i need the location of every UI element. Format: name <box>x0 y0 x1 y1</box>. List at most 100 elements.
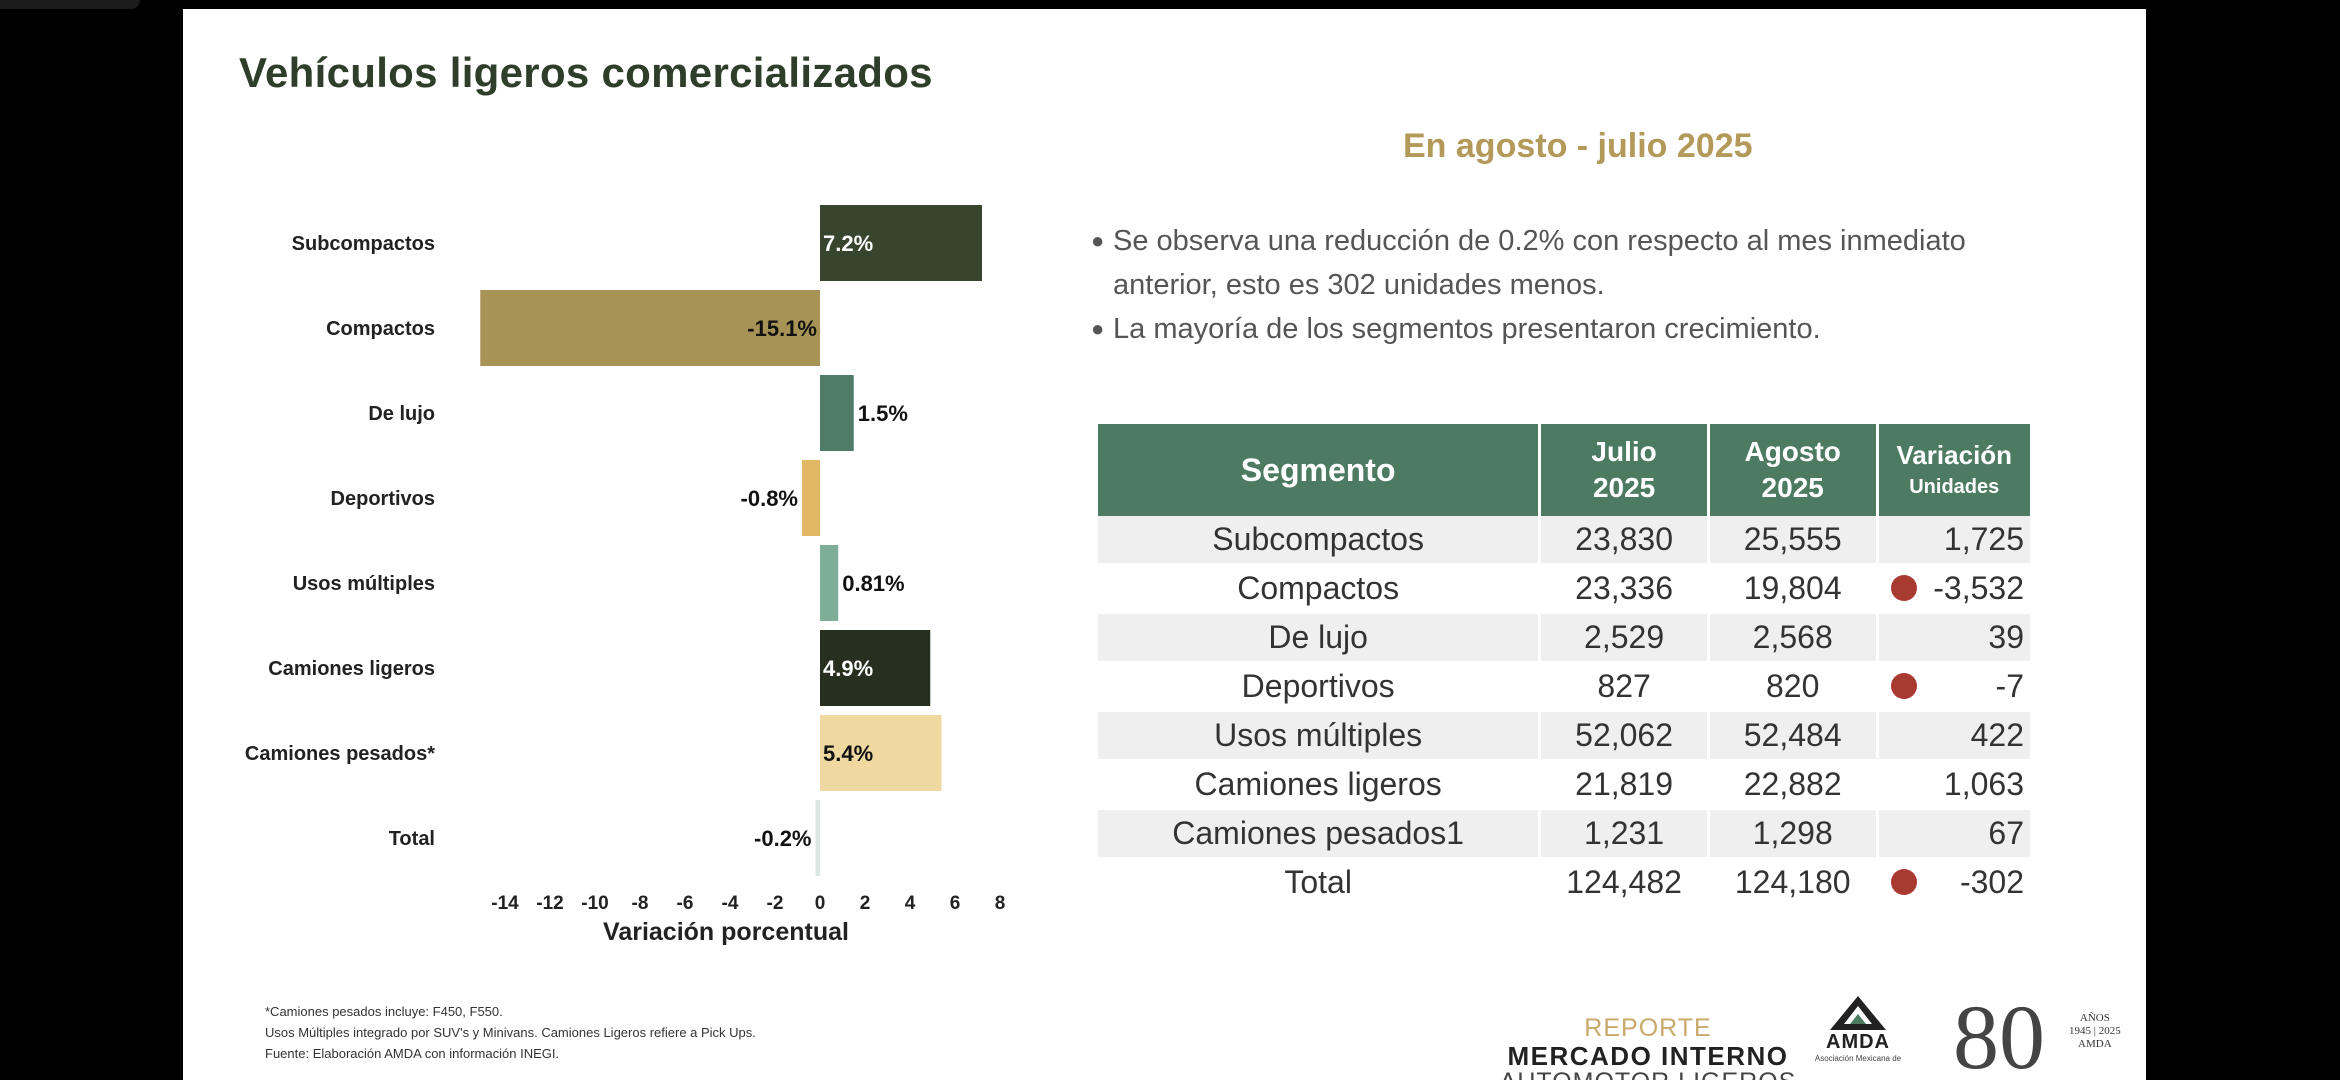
bullet-item: ● La mayoría de los segmentos presentaro… <box>1089 307 1989 351</box>
cell-segment: Usos múltiples <box>1098 712 1539 761</box>
table-row: Deportivos 827 820 -7 <box>1098 663 2030 712</box>
cell-segment: De lujo <box>1098 614 1539 663</box>
category-label: Deportivos <box>331 488 435 510</box>
cell-variation-text: 39 <box>1988 619 2024 655</box>
cell-july: 2,529 <box>1541 614 1707 663</box>
cell-july: 23,830 <box>1541 516 1707 565</box>
cell-variation-text: -7 <box>1995 668 2024 704</box>
header-august-line2: 2025 <box>1761 472 1824 503</box>
cell-august-text: 1,298 <box>1752 815 1833 851</box>
anniversary-number: 80 <box>1953 986 2045 1080</box>
anniversary-years: 1945 | 2025 <box>2069 1025 2121 1037</box>
cell-july-text: 52,062 <box>1575 717 1674 753</box>
table-row: Usos múltiples 52,062 52,484 422 <box>1098 712 2030 761</box>
cell-segment: Subcompactos <box>1098 516 1539 565</box>
negative-indicator-icon <box>1890 673 1917 699</box>
table-row: Compactos 23,336 19,804 -3,532 <box>1098 565 2030 614</box>
amda-text: AMDA <box>1826 1031 1890 1053</box>
category-label: Usos múltiples <box>293 573 435 595</box>
x-tick-label: -8 <box>632 893 649 914</box>
cell-august: 22,882 <box>1709 761 1876 810</box>
segment-table: Segmento Julio 2025 Agosto 2025 Variació… <box>1095 424 2033 908</box>
footnotes: *Camiones pesados incluye: F450, F550. U… <box>265 1001 756 1064</box>
footnote-line: Fuente: Elaboración AMDA con información… <box>265 1046 560 1061</box>
table-row: De lujo 2,529 2,568 39 <box>1098 614 2030 663</box>
cell-july-text: 124,482 <box>1566 864 1682 900</box>
table-row: Camiones ligeros 21,819 22,882 1,063 <box>1098 761 2030 810</box>
cell-july-text: 21,819 <box>1575 766 1674 802</box>
chart-bar <box>820 715 942 791</box>
cell-variation: -3,532 <box>1878 565 2030 614</box>
category-label: De lujo <box>368 403 435 425</box>
bullet-dot-icon: ● <box>1091 316 1105 341</box>
chart-bar <box>820 545 839 621</box>
x-tick-label: -4 <box>722 893 739 914</box>
category-label: Camiones pesados* <box>245 743 435 765</box>
anniversary-word: AÑOS <box>2079 1012 2110 1024</box>
value-label: 1.5% <box>858 401 908 426</box>
header-variation-line1: Variación <box>1896 440 2013 470</box>
x-axis-title: Variación porcentual <box>603 918 849 946</box>
chart-bar <box>802 460 820 536</box>
amda-logo: AMDA Asociación Mexicana de <box>1803 994 1913 1063</box>
slide-subtitle: En agosto - julio 2025 <box>1403 127 1753 165</box>
cell-august-text: 2,568 <box>1752 619 1833 655</box>
header-variation: Variación Unidades <box>1878 424 2030 516</box>
cell-variation-text: 422 <box>1970 717 2024 753</box>
table-row: Subcompactos 23,830 25,555 1,725 <box>1098 516 2030 565</box>
category-label: Compactos <box>326 318 435 340</box>
header-august-line1: Agosto <box>1744 436 1841 467</box>
bullet-text: La mayoría de los segmentos presentaron … <box>1113 313 1821 345</box>
presentation-slide: Vehículos ligeros comercializados En ago… <box>183 9 2146 1080</box>
cell-variation: 67 <box>1878 810 2030 859</box>
cell-variation-text: 1,725 <box>1943 521 2024 557</box>
category-label: Camiones ligeros <box>268 658 435 680</box>
x-tick-label: 8 <box>995 893 1006 914</box>
cell-august: 25,555 <box>1709 516 1876 565</box>
cell-july-text: 1,231 <box>1584 815 1665 851</box>
negative-indicator-icon <box>1890 575 1917 601</box>
cell-segment: Compactos <box>1098 565 1539 614</box>
footnote-line: *Camiones pesados incluye: F450, F550. <box>265 1004 503 1019</box>
cell-variation: -7 <box>1878 663 2030 712</box>
chart-bar <box>480 290 820 366</box>
value-label: 4.9% <box>823 656 873 681</box>
cell-variation: 39 <box>1878 614 2030 663</box>
x-tick-label: 2 <box>860 893 871 914</box>
mountain-logo-icon <box>1830 996 1886 1030</box>
cell-august: 124,180 <box>1709 859 1876 908</box>
cell-segment-text: Total <box>1284 864 1352 900</box>
cell-segment: Deportivos <box>1098 663 1539 712</box>
value-label: 0.81% <box>842 571 904 596</box>
cell-variation-text: 67 <box>1988 815 2024 851</box>
cell-variation: -302 <box>1878 859 2030 908</box>
cell-july: 52,062 <box>1541 712 1707 761</box>
table-body: Subcompactos 23,830 25,555 1,725 Compactos 23… <box>1098 516 2030 908</box>
bullet-list: ● Se observa una reducción de 0.2% con r… <box>1089 219 1989 351</box>
header-july-line2: 2025 <box>1592 472 1656 503</box>
table-header-row: Segmento Julio 2025 Agosto 2025 Variació… <box>1098 424 2030 516</box>
cell-august-text: 820 <box>1766 668 1820 704</box>
amda-subtext: Asociación Mexicana de <box>1814 1054 1902 1063</box>
cell-segment-text: De lujo <box>1268 619 1368 655</box>
negative-indicator-icon <box>1890 869 1917 895</box>
x-tick-label: -12 <box>536 893 563 914</box>
header-july-line1: Julio <box>1591 436 1657 467</box>
x-tick-label: -10 <box>581 893 608 914</box>
value-label: -0.2% <box>754 826 811 851</box>
bullet-text: Se observa una reducción de 0.2% con res… <box>1113 225 1966 301</box>
cell-august: 2,568 <box>1709 614 1876 663</box>
cell-variation: 1,725 <box>1878 516 2030 565</box>
window-corner <box>0 0 140 9</box>
anniversary-text: AÑOS 1945 | 2025 AMDA <box>2069 1012 2121 1051</box>
cell-july: 124,482 <box>1541 859 1707 908</box>
value-label: 5.4% <box>823 741 873 766</box>
cell-august-text: 52,484 <box>1743 717 1842 753</box>
value-label: -15.1% <box>747 316 817 341</box>
value-label: 7.2% <box>823 231 873 256</box>
footnote-line: Usos Múltiples integrado por SUV's y Min… <box>265 1025 756 1040</box>
x-tick-label: -2 <box>767 893 784 914</box>
cell-august-text: 25,555 <box>1743 521 1842 557</box>
category-label: Subcompactos <box>292 233 435 255</box>
chart-bar <box>820 630 931 706</box>
